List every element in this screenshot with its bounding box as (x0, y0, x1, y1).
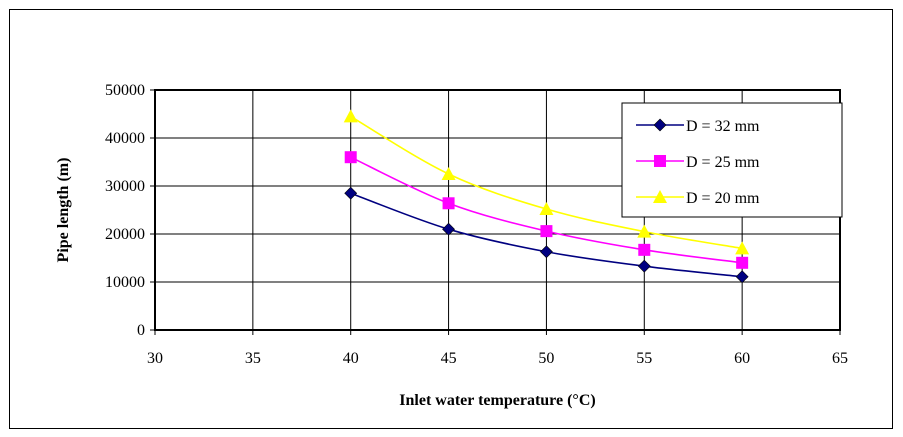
data-point-series-3 (637, 224, 652, 238)
chart-frame: 30 35 40 45 50 55 60 65 0 10000 20000 30000 40000 500… (9, 9, 893, 429)
data-point-series-1 (540, 245, 553, 259)
x-tick-label: 60 (734, 350, 750, 367)
y-tick-label: 30000 (105, 178, 145, 195)
legend-marker-1 (653, 118, 667, 132)
legend-marker-3 (653, 190, 667, 203)
y-tick-label: 20000 (105, 226, 145, 243)
x-tick-label: 45 (441, 350, 457, 367)
data-point-series-3 (539, 202, 554, 216)
data-point-series-3 (735, 241, 750, 255)
data-point-series-2 (540, 225, 553, 238)
data-point-series-2 (442, 197, 455, 210)
x-tick-label: 50 (538, 350, 554, 367)
y-tick-label: 50000 (105, 82, 145, 99)
legend-marker-2 (654, 155, 666, 167)
x-tick-label: 35 (245, 350, 261, 367)
x-tick-label: 30 (147, 350, 163, 367)
legend-label-3: D = 20 mm (686, 190, 760, 207)
x-tick-label: 65 (832, 350, 848, 367)
line-chart: 30 35 40 45 50 55 60 65 0 10000 20000 30000 40000 500… (55, 82, 848, 409)
y-tick-label: 10000 (105, 274, 145, 291)
y-tick-label: 0 (137, 322, 145, 339)
data-point-series-3 (441, 167, 456, 180)
legend-label-2: D = 25 mm (686, 154, 760, 171)
data-point-series-1 (735, 270, 749, 284)
y-tick-label: 40000 (105, 130, 145, 147)
legend-label-1: D = 32 mm (686, 118, 760, 135)
x-axis-label: Inlet water temperature (°C) (399, 392, 595, 409)
data-point-series-1 (344, 186, 358, 200)
x-tick-label: 40 (343, 350, 359, 367)
data-point-series-2 (344, 151, 357, 164)
data-point-series-2 (638, 243, 651, 256)
y-axis-label: Pipe length (m) (55, 158, 72, 263)
data-point-series-1 (442, 222, 455, 236)
x-tick-label: 55 (636, 350, 652, 367)
data-point-series-3 (343, 109, 358, 123)
data-point-series-1 (637, 259, 651, 273)
data-point-series-2 (736, 256, 749, 269)
